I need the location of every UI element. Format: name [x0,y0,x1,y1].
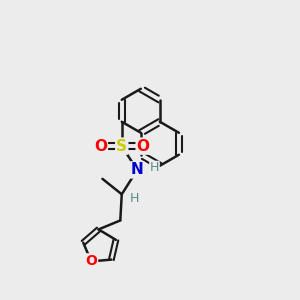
Text: S: S [116,139,127,154]
Text: N: N [131,162,144,177]
Text: O: O [137,139,150,154]
Text: H: H [130,192,139,205]
Text: O: O [85,254,97,268]
Text: H: H [150,161,159,174]
Text: O: O [94,139,107,154]
